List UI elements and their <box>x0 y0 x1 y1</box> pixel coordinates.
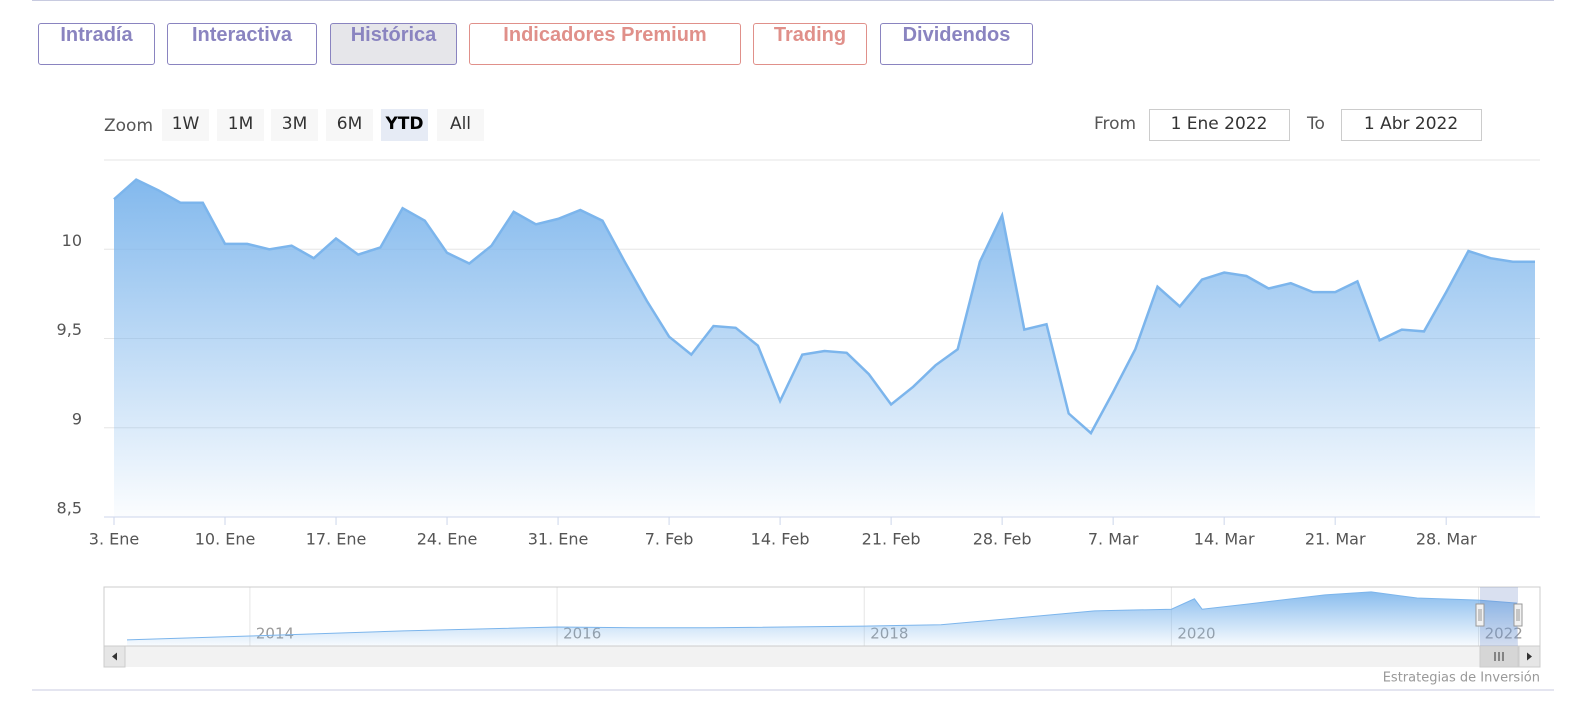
arrow-right <box>1527 652 1532 661</box>
navigator-handle[interactable] <box>1475 603 1485 627</box>
thumb-grip <box>1494 652 1504 661</box>
x-tick-label: 17. Ene <box>306 530 367 549</box>
credit: Estrategias de Inversión <box>1383 671 1540 686</box>
x-tick-label: 3. Ene <box>89 530 139 549</box>
x-tick-label: 31. Ene <box>528 530 589 549</box>
x-tick-label: 14. Feb <box>751 530 810 549</box>
zoom-label: Zoom <box>104 116 153 136</box>
x-tick-label: 7. Mar <box>1088 530 1139 549</box>
to-value[interactable]: 1 Abr 2022 <box>1364 114 1458 134</box>
y-tick-label: 8,5 <box>57 499 82 518</box>
handle-grip <box>1516 609 1520 621</box>
x-tick-label: 28. Feb <box>973 530 1032 549</box>
x-tick-label: 21. Mar <box>1305 530 1366 549</box>
zoom-button[interactable] <box>437 109 484 141</box>
x-tick-label: 7. Feb <box>645 530 694 549</box>
zoom-button-label[interactable]: All <box>450 114 471 134</box>
scrollbar-track[interactable] <box>104 646 1540 667</box>
tab[interactable]: Histórica <box>330 23 457 65</box>
x-tick-label: 21. Feb <box>862 530 921 549</box>
x-tick-label: 24. Ene <box>417 530 478 549</box>
navigator-selection[interactable] <box>1480 587 1518 646</box>
x-tick-label: 28. Mar <box>1416 530 1477 549</box>
line <box>113 178 1535 436</box>
to-input[interactable] <box>1341 109 1482 141</box>
navigator-handle[interactable] <box>1513 603 1523 627</box>
tab[interactable]: Trading <box>753 23 867 65</box>
tab[interactable]: Intradía <box>38 23 155 65</box>
zoom-button-label[interactable]: 3M <box>282 114 307 134</box>
zoom-button[interactable] <box>326 109 373 141</box>
zoom-button[interactable] <box>271 109 318 141</box>
x-tick-label: 14. Mar <box>1194 530 1255 549</box>
tab[interactable]: Indicadores Premium <box>469 23 741 65</box>
arrow-left <box>112 652 117 661</box>
y-tick-label: 9,5 <box>57 320 82 339</box>
tab[interactable]: Interactiva <box>167 23 317 65</box>
area <box>114 179 1535 517</box>
y-tick-label: 10 <box>62 231 82 250</box>
zoom-button-label[interactable]: 1M <box>228 114 253 134</box>
y-tick-label: 9 <box>72 409 82 428</box>
zoom-button[interactable] <box>381 109 428 141</box>
from-input[interactable] <box>1149 109 1290 141</box>
from-label: From <box>1094 114 1136 134</box>
zoom-button-label[interactable]: 1W <box>172 114 200 134</box>
to-label: To <box>1306 114 1325 134</box>
zoom-button-label[interactable]: YTD <box>384 114 423 134</box>
tab[interactable]: Dividendos <box>880 23 1033 65</box>
zoom-button-label[interactable]: 6M <box>337 114 362 134</box>
navigator-area <box>127 591 1517 646</box>
zoom-button[interactable] <box>217 109 264 141</box>
navigator-line <box>126 591 1518 641</box>
from-value[interactable]: 1 Ene 2022 <box>1171 114 1268 134</box>
zoom-button[interactable] <box>162 109 209 141</box>
navigator-outline <box>103 586 1541 647</box>
x-tick-label: 10. Ene <box>195 530 256 549</box>
handle-grip <box>1478 609 1482 621</box>
